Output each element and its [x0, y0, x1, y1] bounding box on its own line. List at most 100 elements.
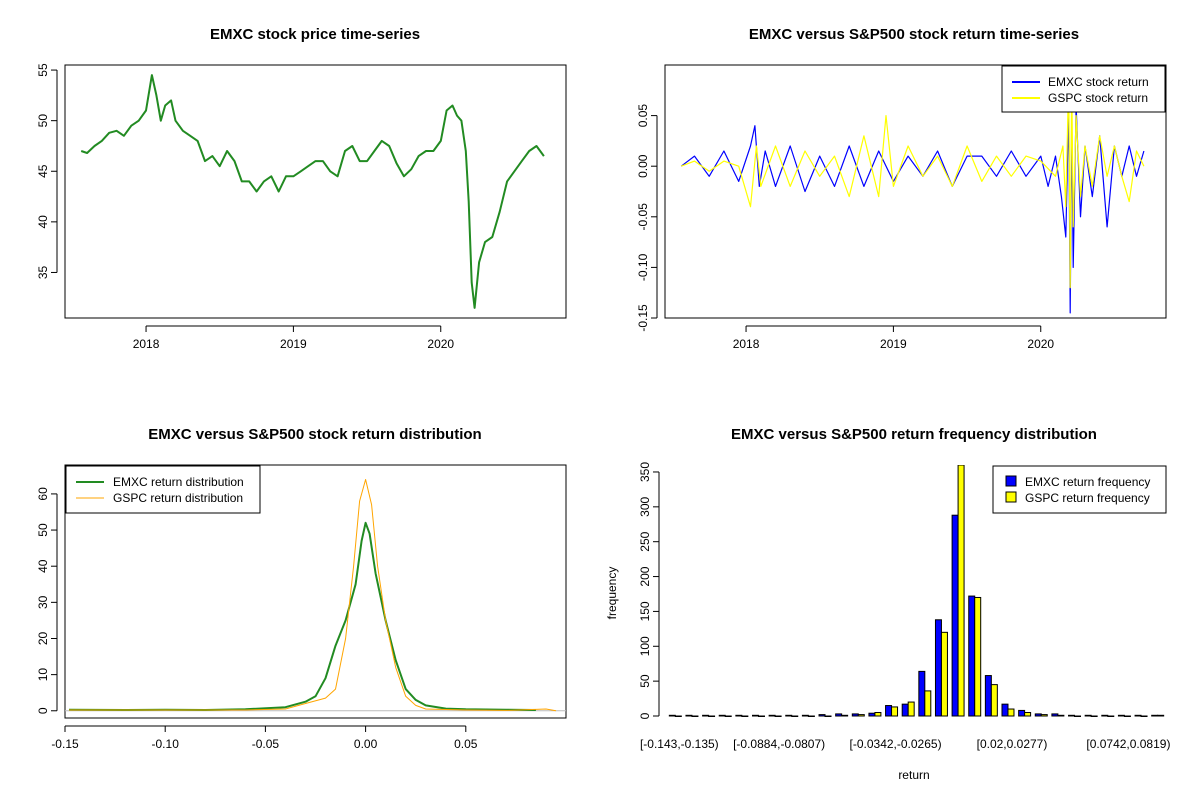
price-y-tick-label: 40: [36, 215, 50, 229]
price-y-tick-label: 35: [36, 265, 50, 279]
histogram-x-tick-label: [-0.0342,-0.0265): [850, 737, 942, 751]
price-y-tick-label: 55: [36, 63, 50, 77]
histogram-bar-gspc: [990, 684, 998, 717]
histogram-bar-emxc: [685, 714, 693, 717]
histogram-bar-gspc: [791, 715, 799, 717]
histogram-bar-gspc: [674, 715, 682, 717]
histogram-bar-gspc: [1040, 714, 1048, 717]
histogram-bars: [668, 465, 1165, 717]
histogram-bar-emxc: [901, 703, 909, 717]
histogram-bar-gspc: [1007, 708, 1015, 717]
histogram-x-tick-label: [-0.143,-0.135): [640, 737, 719, 751]
density-axes: -0.15 -0.10 -0.05 0.00 0.05 0 10 20 30 40 50 60: [36, 487, 478, 751]
price-marks: [80, 74, 545, 309]
histogram-bar-gspc: [824, 715, 832, 717]
density-y-tick-label: 30: [36, 595, 50, 609]
histogram-bar-gspc: [1107, 715, 1115, 717]
density-y-tick-label: 20: [36, 631, 50, 645]
histogram-bar-emxc: [785, 714, 793, 717]
histogram-legend-label-emxc: EMXC return frequency: [1025, 475, 1150, 489]
density-x-tick-label: 0.00: [354, 737, 378, 751]
histogram-x-tick-label: [-0.0884,-0.0807): [733, 737, 825, 751]
histogram-bar-emxc: [768, 714, 776, 717]
price-y-tick-label: 45: [36, 164, 50, 178]
price-title: EMXC stock price time-series: [210, 26, 420, 43]
returns-marks: [680, 74, 1145, 314]
histogram-y-tick-label: 150: [638, 601, 652, 621]
histogram-bar-emxc: [951, 514, 959, 717]
histogram-bar-gspc: [907, 701, 915, 717]
returns-axes: 2018 2019 2020 -0.15 -0.10 -0.05 0.00 0.05: [636, 104, 1054, 351]
price-axes: 2018 2019 2020 35 40 45 50 55: [36, 63, 454, 351]
histogram-bar-emxc: [934, 619, 942, 717]
histogram-bar-emxc: [1051, 713, 1059, 717]
histogram-bar-emxc: [1084, 714, 1092, 717]
histogram-bar-gspc: [857, 714, 865, 717]
histogram-bar-emxc: [1018, 709, 1026, 717]
returns-legend-box: [1001, 65, 1166, 113]
returns-legend-label-emxc: EMXC stock return: [1048, 75, 1149, 89]
histogram-bar-emxc: [702, 714, 710, 717]
density-marks: [65, 479, 566, 712]
histogram-bar-gspc: [841, 714, 849, 717]
returns-series-emxc: [680, 104, 1145, 314]
histogram-bar-gspc: [974, 596, 982, 717]
density-y-tick-label: 40: [36, 559, 50, 573]
returns-legend-label-gspc: GSPC stock return: [1048, 91, 1148, 105]
density-y-tick-label: 0: [36, 707, 50, 714]
density-y-tick-label: 60: [36, 487, 50, 501]
histogram-bar-emxc: [835, 713, 843, 717]
histogram-bar-gspc: [691, 715, 699, 717]
returns-series-gspc: [680, 74, 1145, 289]
histogram-legend-key-gspc: [1005, 491, 1017, 503]
histogram-ylabel: frequency: [605, 567, 619, 620]
histogram-bar-gspc: [1157, 714, 1165, 717]
histogram-bar-gspc: [891, 706, 899, 717]
histogram-legend: EMXC return frequency GSPC return freque…: [992, 465, 1167, 514]
density-legend-box: [65, 465, 261, 514]
returns-x-tick-label: 2019: [880, 337, 907, 351]
panel-price: EMXC stock price time-series 2018 2019 202…: [36, 26, 567, 351]
returns-plot-box: [664, 64, 1167, 319]
density-x-tick-label: -0.05: [252, 737, 280, 751]
histogram-y-tick-label: 100: [638, 636, 652, 656]
histogram-bar-emxc: [668, 714, 676, 717]
histogram-bar-emxc: [885, 705, 893, 717]
histogram-bar-emxc: [1134, 714, 1142, 717]
histogram-marks: [668, 465, 1165, 717]
histogram-legend-box: [992, 465, 1167, 514]
histogram-bar-emxc: [1034, 713, 1042, 717]
returns-y-tick-label: 0.00: [636, 154, 650, 178]
histogram-bar-emxc: [718, 714, 726, 717]
histogram-bar-gspc: [757, 715, 765, 717]
histogram-bar-emxc: [751, 714, 759, 717]
histogram-legend-label-gspc: GSPC return frequency: [1025, 491, 1150, 505]
histogram-x-tick-label: [0.0742,0.0819): [1086, 737, 1170, 751]
histogram-y-tick-label: 0: [638, 712, 652, 719]
density-legend: EMXC return distribution GSPC return dis…: [65, 465, 261, 514]
price-x-tick-label: 2019: [280, 337, 307, 351]
returns-x-tick-label: 2020: [1027, 337, 1054, 351]
panel-histogram: EMXC versus S&P500 return frequency dist…: [605, 426, 1170, 782]
histogram-bar-gspc: [874, 712, 882, 717]
histogram-bar-gspc: [924, 690, 932, 717]
histogram-y-tick-label: 350: [638, 462, 652, 482]
histogram-bar-gspc: [1057, 714, 1065, 717]
histogram-bar-gspc: [774, 715, 782, 717]
histogram-title: EMXC versus S&P500 return frequency dist…: [731, 426, 1097, 443]
histogram-bar-emxc: [1117, 714, 1125, 717]
histogram-y-tick-label: 200: [638, 566, 652, 586]
density-x-tick-label: -0.10: [152, 737, 180, 751]
histogram-bar-gspc: [1024, 712, 1032, 717]
price-x-tick-label: 2018: [133, 337, 160, 351]
histogram-bar-gspc: [1140, 715, 1148, 717]
density-y-tick-label: 10: [36, 668, 50, 682]
price-series-emxc: [80, 74, 545, 309]
histogram-bar-emxc: [1068, 714, 1076, 717]
histogram-bar-gspc: [1090, 715, 1098, 717]
histogram-bar-emxc: [735, 714, 743, 717]
histogram-y-tick-label: 300: [638, 497, 652, 517]
returns-y-tick-label: -0.15: [636, 304, 650, 332]
histogram-bar-emxc: [1151, 714, 1159, 717]
